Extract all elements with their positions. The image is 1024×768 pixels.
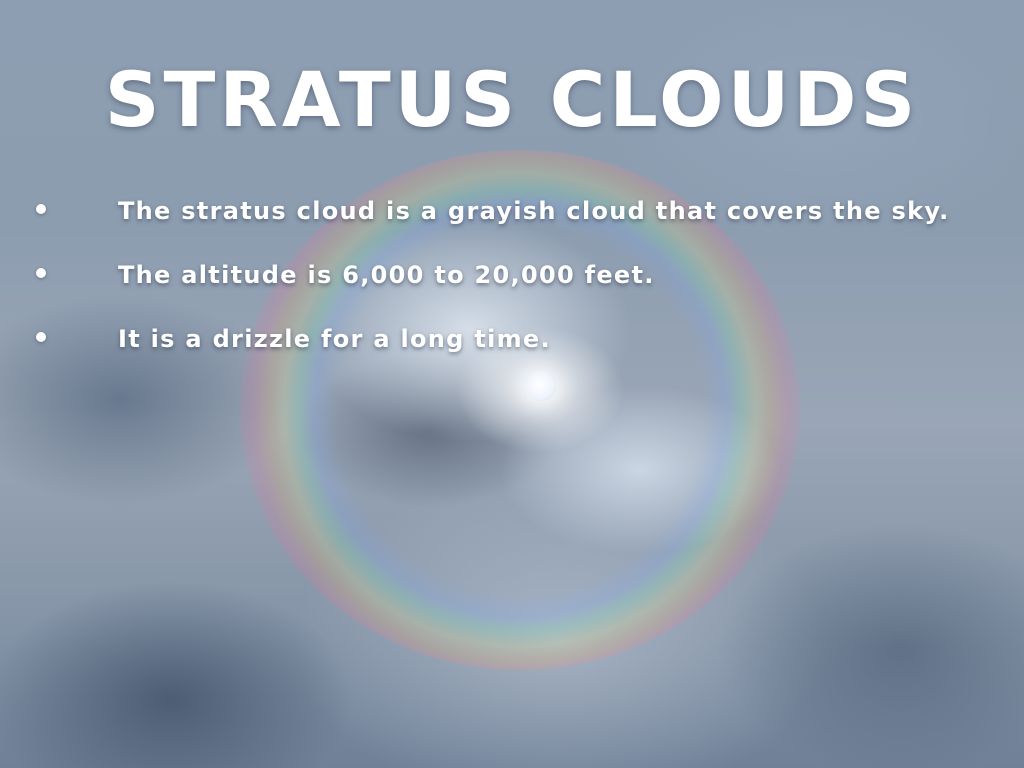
bullet-item: The altitude is 6,000 to 20,000 feet. [0, 260, 1024, 324]
bullet-list: The stratus cloud is a grayish cloud tha… [0, 196, 1024, 388]
bullet-text: It is a drizzle for a long time. [118, 325, 551, 353]
bullet-text: The altitude is 6,000 to 20,000 feet. [118, 261, 655, 289]
bullet-dot-icon [36, 268, 46, 278]
slide-title: STRATUS CLOUDS [104, 55, 920, 144]
bullet-item: It is a drizzle for a long time. [0, 324, 1024, 388]
bullet-dot-icon [36, 332, 46, 342]
sun [526, 371, 556, 401]
rainbow-halo [240, 150, 800, 670]
bullet-text: The stratus cloud is a grayish cloud tha… [118, 197, 950, 225]
bullet-dot-icon [36, 204, 46, 214]
bullet-item: The stratus cloud is a grayish cloud tha… [0, 196, 1024, 260]
